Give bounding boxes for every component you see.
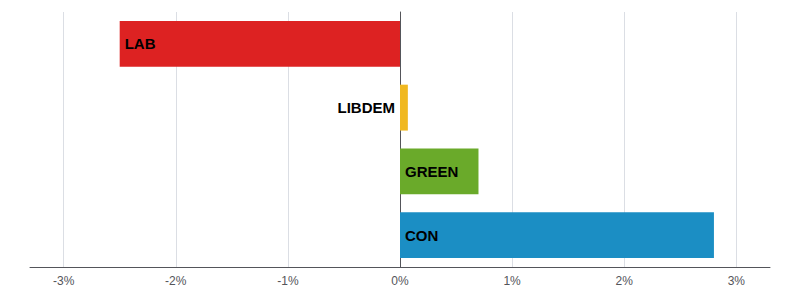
svg-text:-2%: -2% [165,274,187,288]
svg-text:GREEN: GREEN [405,163,458,180]
svg-text:-1%: -1% [277,274,299,288]
svg-text:LAB: LAB [125,35,156,52]
svg-text:1%: 1% [503,274,521,288]
svg-text:CON: CON [405,227,438,244]
svg-text:3%: 3% [728,274,746,288]
svg-text:0%: 0% [391,274,409,288]
svg-text:2%: 2% [616,274,634,288]
svg-text:LIBDEM: LIBDEM [338,99,396,116]
svg-text:-3%: -3% [53,274,75,288]
